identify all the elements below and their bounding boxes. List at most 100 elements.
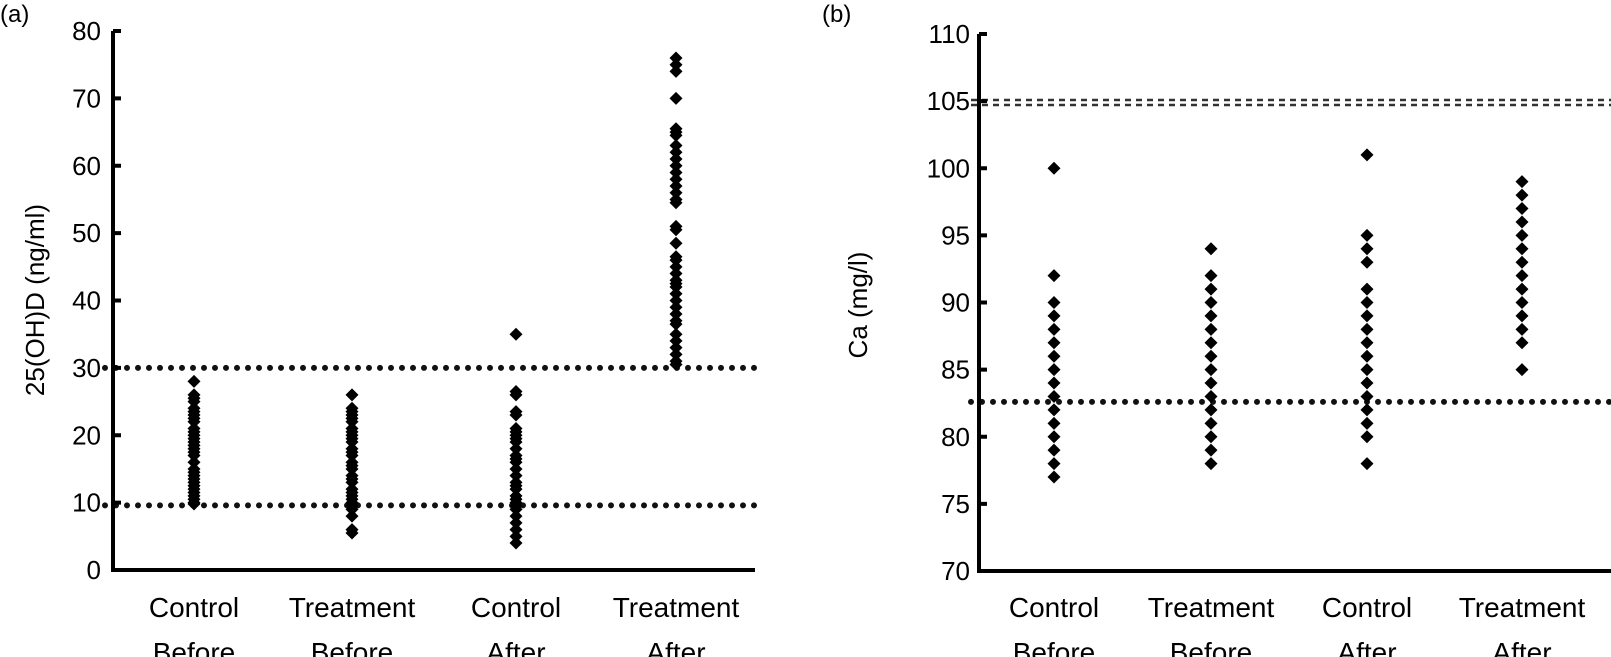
- data-point: [1515, 322, 1529, 336]
- data-point: [1204, 242, 1218, 256]
- data-point: [1047, 416, 1061, 430]
- data-point: [669, 159, 683, 173]
- data-point: [509, 523, 523, 537]
- data-point: [1047, 322, 1061, 336]
- data-point: [669, 236, 683, 250]
- y-tick-label: 110: [929, 19, 970, 49]
- data-point: [1204, 376, 1218, 390]
- data-point: [1047, 389, 1061, 403]
- x-category-label: Before: [153, 637, 236, 657]
- data-point: [1515, 296, 1529, 309]
- data-point: [1047, 349, 1061, 363]
- x-category-label: After: [1492, 637, 1551, 657]
- data-point: [1047, 457, 1061, 471]
- data-point: [1204, 296, 1218, 309]
- y-tick-label: 90: [941, 288, 970, 318]
- data-point: [345, 448, 359, 462]
- data-point: [1360, 296, 1374, 309]
- data-point: [1360, 430, 1374, 444]
- data-point: [669, 91, 683, 105]
- y-tick-label: 105: [927, 86, 970, 116]
- x-category-label: Treatment: [289, 592, 416, 623]
- y-tick-label: 80: [941, 422, 970, 452]
- data-point: [509, 408, 523, 422]
- data-point: [509, 482, 523, 496]
- data-point: [1204, 282, 1218, 296]
- data-point: [345, 462, 359, 476]
- data-point: [669, 172, 683, 186]
- data-point: [1047, 161, 1061, 175]
- data-point: [345, 475, 359, 489]
- data-point: [1515, 242, 1529, 256]
- data-point: [345, 435, 359, 449]
- data-point: [1360, 376, 1374, 390]
- data-point: [1515, 336, 1529, 350]
- data-point: [1515, 215, 1529, 229]
- data-point: [669, 152, 683, 166]
- data-point: [509, 327, 523, 341]
- data-point: [669, 58, 683, 72]
- data-point: [1204, 457, 1218, 471]
- data-point: [1515, 202, 1529, 216]
- data-point: [669, 317, 683, 331]
- data-point: [1515, 228, 1529, 242]
- data-point: [669, 253, 683, 267]
- data-point: [1204, 336, 1218, 350]
- y-tick-label: 95: [941, 220, 970, 250]
- panel-a: (a) 25(OH)D (ng/ml) 0 10 20 30 40 50 60 70 80 Con…: [0, 1, 758, 657]
- data-point: [669, 267, 683, 281]
- y-tick-label: 60: [72, 151, 101, 181]
- data-point: [509, 502, 523, 516]
- data-point: [509, 469, 523, 483]
- data-point: [1047, 443, 1061, 457]
- y-axis-label: 25(OH)D (ng/ml): [20, 204, 50, 396]
- data-point: [1047, 470, 1061, 484]
- data-point: [1360, 416, 1374, 430]
- data-point: [669, 128, 683, 142]
- data-point: [1360, 228, 1374, 242]
- x-category-label: Control: [1322, 592, 1412, 623]
- y-tick-label: 75: [941, 489, 970, 519]
- data-point: [1047, 403, 1061, 417]
- data-point: [1204, 443, 1218, 457]
- data-point: [669, 300, 683, 314]
- data-point: [509, 462, 523, 476]
- data-point: [1204, 309, 1218, 323]
- data-point: [1360, 322, 1374, 336]
- data-point: [669, 327, 683, 341]
- x-category-label: Control: [1009, 592, 1099, 623]
- x-category-label: Treatment: [613, 592, 740, 623]
- data-point: [1360, 282, 1374, 296]
- data-point: [669, 260, 683, 274]
- x-category-label: Treatment: [1148, 592, 1275, 623]
- data-point: [669, 294, 683, 307]
- data-point: [669, 347, 683, 361]
- data-point: [1204, 403, 1218, 417]
- y-tick-label: 40: [72, 286, 101, 316]
- x-category-label: Control: [471, 592, 561, 623]
- x-category-label: Control: [149, 592, 239, 623]
- data-point: [1047, 430, 1061, 444]
- data-point: [187, 497, 201, 511]
- y-tick-label: 100: [927, 153, 970, 183]
- data-point: [1515, 188, 1529, 202]
- data-point: [1360, 148, 1374, 162]
- x-category-label: Before: [1013, 637, 1096, 657]
- y-tick-label: 85: [941, 355, 970, 385]
- data-point: [1204, 389, 1218, 403]
- y-tick-label: 70: [941, 556, 970, 586]
- data-point: [187, 455, 201, 469]
- data-point: [1360, 363, 1374, 377]
- data-point: [669, 139, 683, 153]
- y-tick-label: 10: [72, 488, 101, 518]
- y-tick-label: 50: [72, 218, 101, 248]
- data-point: [187, 395, 201, 409]
- y-tick-label: 70: [72, 83, 101, 113]
- data-point: [1360, 389, 1374, 403]
- data-point: [187, 415, 201, 429]
- data-point: [187, 374, 201, 388]
- data-point: [669, 64, 683, 78]
- data-point: [1360, 255, 1374, 269]
- data-point: [669, 307, 683, 321]
- data-point: [509, 536, 523, 550]
